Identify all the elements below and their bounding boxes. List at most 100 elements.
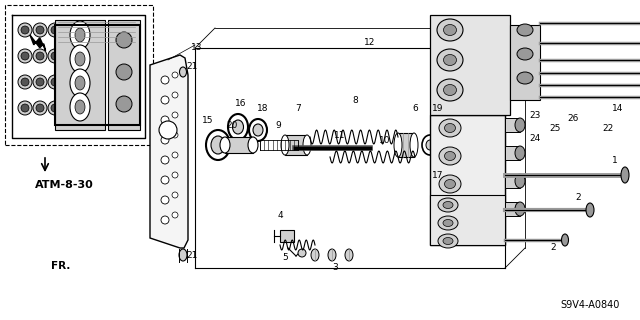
Text: 3: 3 bbox=[332, 263, 338, 273]
Ellipse shape bbox=[515, 202, 525, 216]
Circle shape bbox=[33, 23, 47, 37]
Ellipse shape bbox=[75, 100, 85, 114]
Text: 21: 21 bbox=[186, 61, 198, 70]
Bar bbox=[505, 146, 520, 160]
Circle shape bbox=[18, 49, 32, 63]
Bar bbox=[5, 5, 153, 145]
Bar bbox=[225, 137, 253, 153]
Ellipse shape bbox=[517, 48, 533, 60]
Text: 16: 16 bbox=[236, 99, 247, 108]
Ellipse shape bbox=[220, 137, 230, 153]
Ellipse shape bbox=[75, 28, 85, 42]
Ellipse shape bbox=[410, 133, 418, 157]
Bar bbox=[398, 133, 414, 157]
Text: 5: 5 bbox=[282, 253, 288, 262]
Bar bbox=[510, 25, 540, 100]
Bar bbox=[505, 118, 520, 132]
Circle shape bbox=[18, 101, 32, 115]
Polygon shape bbox=[30, 35, 45, 51]
Circle shape bbox=[18, 23, 32, 37]
Bar bbox=[505, 174, 520, 188]
Circle shape bbox=[33, 101, 47, 115]
Circle shape bbox=[116, 32, 132, 48]
Text: 23: 23 bbox=[529, 110, 541, 119]
Ellipse shape bbox=[438, 216, 458, 230]
Ellipse shape bbox=[70, 21, 90, 49]
Text: 21: 21 bbox=[186, 251, 198, 260]
Ellipse shape bbox=[443, 202, 453, 209]
Circle shape bbox=[116, 64, 132, 80]
Bar bbox=[430, 15, 510, 115]
Circle shape bbox=[159, 121, 177, 139]
Bar bbox=[280, 230, 294, 242]
Text: 8: 8 bbox=[352, 95, 358, 105]
Ellipse shape bbox=[445, 124, 456, 132]
Ellipse shape bbox=[394, 133, 402, 157]
Ellipse shape bbox=[70, 69, 90, 97]
Bar bbox=[285, 135, 307, 155]
Circle shape bbox=[172, 132, 178, 138]
Circle shape bbox=[48, 75, 62, 89]
Ellipse shape bbox=[437, 49, 463, 71]
Text: S9V4-A0840: S9V4-A0840 bbox=[560, 300, 620, 310]
Circle shape bbox=[48, 49, 62, 63]
Ellipse shape bbox=[345, 249, 353, 261]
Circle shape bbox=[172, 212, 178, 218]
Text: 25: 25 bbox=[549, 124, 561, 132]
Circle shape bbox=[21, 104, 29, 112]
Ellipse shape bbox=[248, 137, 258, 153]
Text: 11: 11 bbox=[334, 131, 346, 140]
Ellipse shape bbox=[206, 130, 230, 160]
Circle shape bbox=[33, 49, 47, 63]
Circle shape bbox=[172, 72, 178, 78]
Circle shape bbox=[161, 76, 169, 84]
Text: 9: 9 bbox=[275, 121, 281, 130]
Ellipse shape bbox=[439, 147, 461, 165]
Text: 26: 26 bbox=[567, 114, 579, 123]
Ellipse shape bbox=[75, 52, 85, 66]
Text: 22: 22 bbox=[602, 124, 614, 132]
Ellipse shape bbox=[443, 237, 453, 244]
Ellipse shape bbox=[444, 84, 456, 95]
Circle shape bbox=[161, 196, 169, 204]
Text: 4: 4 bbox=[277, 211, 283, 220]
Circle shape bbox=[51, 104, 59, 112]
Ellipse shape bbox=[70, 93, 90, 121]
Text: 18: 18 bbox=[257, 103, 269, 113]
Circle shape bbox=[51, 26, 59, 34]
Ellipse shape bbox=[515, 118, 525, 132]
Circle shape bbox=[36, 52, 44, 60]
Circle shape bbox=[51, 78, 59, 86]
Circle shape bbox=[172, 172, 178, 178]
Ellipse shape bbox=[586, 203, 594, 217]
Ellipse shape bbox=[422, 135, 438, 155]
Circle shape bbox=[21, 26, 29, 34]
Text: 6: 6 bbox=[412, 103, 418, 113]
Ellipse shape bbox=[437, 19, 463, 41]
Circle shape bbox=[161, 96, 169, 104]
Ellipse shape bbox=[328, 249, 336, 261]
Ellipse shape bbox=[253, 124, 263, 136]
Ellipse shape bbox=[517, 24, 533, 36]
Circle shape bbox=[172, 112, 178, 118]
Text: 14: 14 bbox=[612, 103, 624, 113]
Ellipse shape bbox=[232, 120, 243, 134]
Circle shape bbox=[48, 101, 62, 115]
Polygon shape bbox=[150, 55, 188, 248]
Text: FR.: FR. bbox=[51, 261, 70, 271]
Circle shape bbox=[36, 26, 44, 34]
Bar bbox=[430, 115, 505, 245]
Circle shape bbox=[21, 52, 29, 60]
Circle shape bbox=[116, 96, 132, 112]
Ellipse shape bbox=[445, 151, 456, 161]
Text: 19: 19 bbox=[432, 103, 444, 113]
Ellipse shape bbox=[561, 234, 568, 246]
Circle shape bbox=[172, 152, 178, 158]
Bar bbox=[55, 20, 105, 130]
Text: 2: 2 bbox=[550, 244, 556, 252]
Ellipse shape bbox=[439, 119, 461, 137]
Ellipse shape bbox=[515, 146, 525, 160]
Ellipse shape bbox=[228, 114, 248, 140]
Circle shape bbox=[161, 136, 169, 144]
Text: 1: 1 bbox=[612, 156, 618, 164]
